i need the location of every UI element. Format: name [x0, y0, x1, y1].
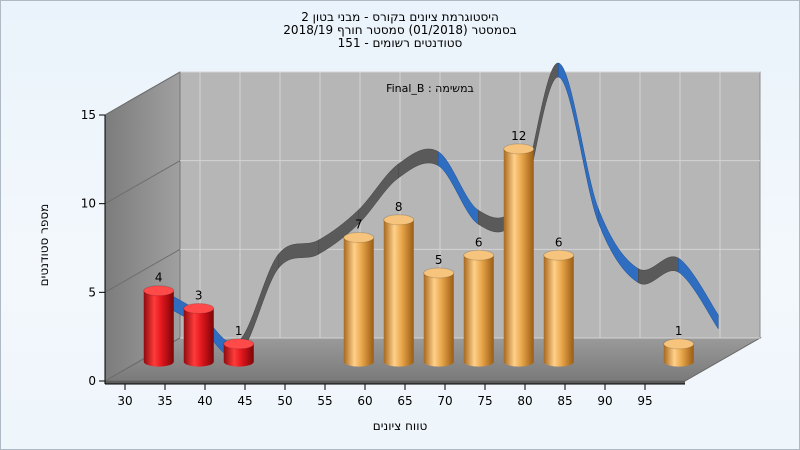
wall-grid-line-3 [104, 71, 181, 116]
bar-value-label-95: 1 [675, 324, 683, 338]
bar-value-label-40: 1 [235, 324, 243, 338]
title-line-2: בסמסטר (01/2018) סמסטר חורף 2018/19 [283, 23, 517, 37]
x-tick-label-3: 45 [237, 394, 252, 408]
bar-95: 1 [663, 324, 695, 367]
bar-body-40 [223, 343, 254, 367]
x-tick-label-1: 35 [157, 394, 172, 408]
x-tick-label-12: 90 [597, 394, 612, 408]
y-tick-label-1: 5 [88, 285, 96, 299]
bar-value-label-65: 5 [435, 253, 443, 267]
x-tick-label-8: 70 [437, 394, 452, 408]
bar-body-60 [383, 219, 414, 367]
x-tick-label-10: 80 [517, 394, 532, 408]
bar-65: 5 [423, 253, 455, 367]
bar-40: 1 [223, 324, 255, 367]
bar-35: 3 [183, 288, 215, 367]
bar-body-75 [503, 148, 534, 367]
y-axis-title: מספר סטודנטים [37, 203, 51, 287]
bar-cap-55 [343, 232, 375, 244]
bar-cap-65 [423, 267, 455, 279]
bar-body-55 [343, 237, 374, 367]
bar-cap-70 [463, 249, 495, 261]
bar-value-label-30: 4 [155, 271, 163, 285]
bar-body-95 [663, 343, 694, 367]
bar-value-label-70: 6 [475, 235, 483, 249]
bar-value-label-55: 7 [355, 218, 363, 232]
bar-body-30 [143, 290, 174, 367]
bar-60: 8 [383, 200, 415, 367]
bar-body-65 [423, 272, 454, 367]
y-tick-label-2: 10 [81, 197, 96, 211]
bar-value-label-35: 3 [195, 288, 203, 302]
chart-subtitle: במשימה : Final_B [386, 82, 474, 95]
x-tick-label-7: 65 [397, 394, 412, 408]
x-tick-label-6: 60 [357, 394, 372, 408]
x-tick-label-9: 75 [477, 394, 492, 408]
bar-75: 12 [503, 129, 535, 367]
title-line-3: סטודנטים רשומים - 151 [337, 36, 463, 50]
x-tick-label-5: 55 [317, 394, 332, 408]
chart-title: היסטוגרמת ציונים בקורס - מבני בטון 2 בסמ… [0, 11, 800, 50]
bar-value-label-75: 12 [511, 129, 526, 143]
bar-cap-30 [143, 285, 175, 297]
bar-80: 6 [543, 235, 575, 367]
bar-body-35 [183, 308, 214, 367]
bar-cap-80 [543, 249, 575, 261]
bar-value-label-80: 6 [555, 235, 563, 249]
bar-55: 7 [343, 218, 375, 367]
y-tick-label-3: 15 [81, 108, 96, 122]
bar-body-80 [543, 255, 574, 367]
distribution-curve-segment-13 [678, 257, 719, 330]
bar-cap-35 [183, 302, 215, 314]
bar-30: 4 [143, 271, 175, 367]
x-tick-label-0: 30 [117, 394, 132, 408]
bar-cap-95 [663, 338, 695, 350]
bar-cap-40 [223, 338, 255, 350]
x-axis-title: טווח ציונים [372, 419, 428, 433]
x-tick-label-2: 40 [197, 394, 212, 408]
bar-value-label-60: 8 [395, 200, 403, 214]
title-line-1: היסטוגרמת ציונים בקורס - מבני בטון 2 [301, 10, 499, 24]
bar-70: 6 [463, 235, 495, 367]
bar-cap-60 [383, 214, 415, 226]
x-tick-label-13: 95 [637, 394, 652, 408]
x-tick-label-4: 50 [277, 394, 292, 408]
wall-grid-line-1 [104, 248, 181, 293]
bar-body-70 [463, 255, 494, 367]
bar-cap-75 [503, 143, 535, 155]
floor-edge [105, 381, 685, 384]
y-tick-label-0: 0 [88, 374, 96, 388]
x-tick-label-11: 85 [557, 394, 572, 408]
wall-grid-line-2 [104, 160, 181, 205]
